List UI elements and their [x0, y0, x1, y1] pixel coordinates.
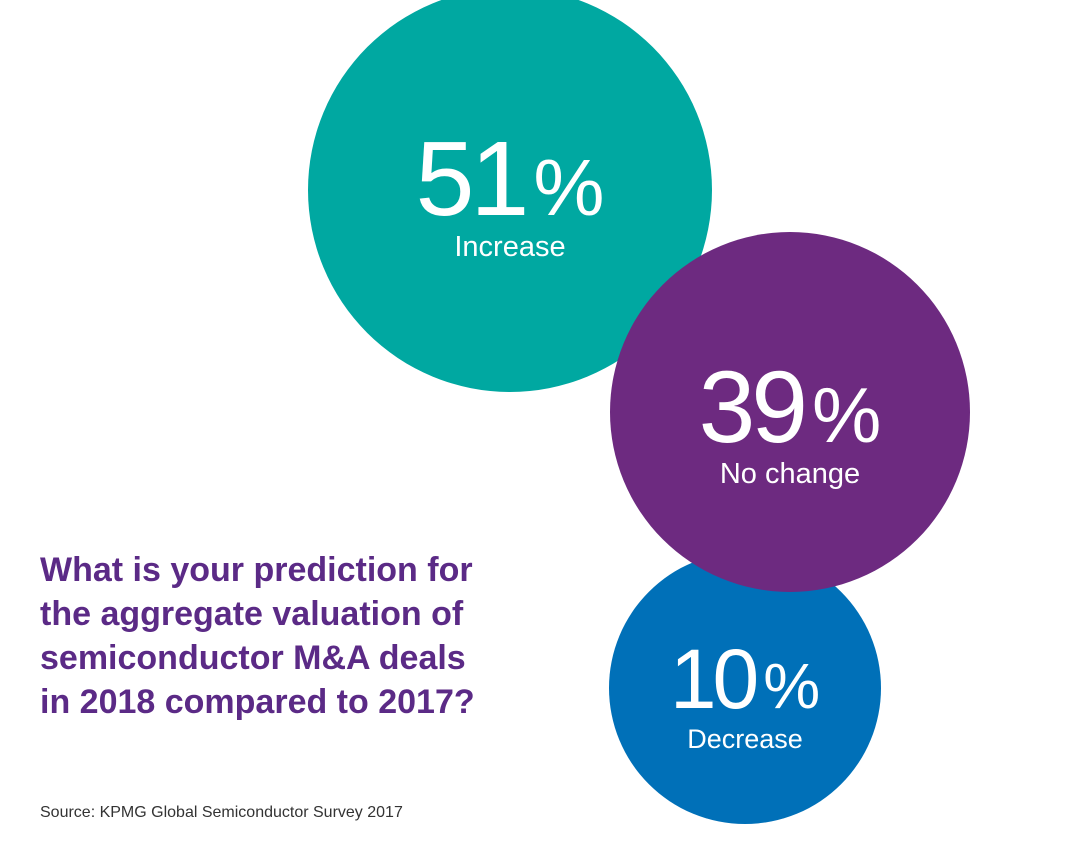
category-label: No change: [720, 458, 860, 490]
bubble-decrease: 10 %Decrease: [609, 552, 881, 824]
value-label: 10%: [670, 632, 820, 726]
bubble-no-change: 39 %No change: [610, 232, 970, 592]
question-line: in 2018 compared to 2017?: [40, 683, 475, 721]
chart-question: What is your prediction for the aggregat…: [40, 548, 510, 724]
question-line: semiconductor M&A deals: [40, 639, 466, 677]
bubble-circle: [609, 552, 881, 824]
source-note: Source: KPMG Global Semiconductor Survey…: [40, 804, 403, 821]
question-line: What is your prediction for: [40, 551, 473, 589]
bubble-increase: 51 %Increase: [308, 0, 712, 392]
value-label: 51%: [415, 120, 604, 238]
question-line: the aggregate valuation of: [40, 595, 464, 633]
value-label: 39%: [699, 350, 882, 464]
category-label: Decrease: [687, 724, 803, 754]
category-label: Increase: [454, 231, 565, 263]
bubble-circle: [308, 0, 712, 392]
bubble-circle: [610, 232, 970, 592]
